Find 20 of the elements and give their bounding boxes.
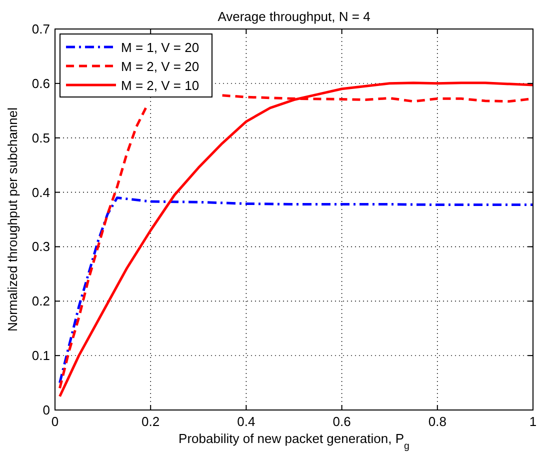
- y-tick-label: 0.1: [32, 348, 50, 364]
- y-tick-label: 0.7: [32, 22, 50, 36]
- line-series: [58, 196, 534, 384]
- y-tick-label: 0.5: [32, 130, 50, 146]
- y-tick-label: 0.3: [32, 239, 50, 254]
- legend-label: M = 2, V = 10: [121, 78, 200, 93]
- x-tick-label: 1: [529, 414, 537, 429]
- x-tick-label: 0.8: [428, 414, 446, 429]
- legend-label: M = 1, V = 20: [121, 40, 200, 55]
- y-axis-title: Normalized throughput per subchannel: [5, 107, 20, 332]
- x-axis-title: Probability of new packet generation, P$_{g}$: [178, 431, 410, 452]
- y-tick-label: 0.4: [32, 184, 50, 200]
- x-tick-label: 0.2: [142, 414, 160, 429]
- y-tick-label: 0: [42, 402, 50, 418]
- chart-title: Average throughput, N = 4: [218, 9, 370, 24]
- legend-label: M = 2, V = 20: [121, 59, 200, 74]
- y-tick-label: 0.6: [32, 76, 50, 91]
- x-tick-label: 0.6: [332, 414, 351, 429]
- x-tick-label: 0.4: [237, 414, 256, 429]
- y-tick-label: 0.2: [32, 294, 50, 309]
